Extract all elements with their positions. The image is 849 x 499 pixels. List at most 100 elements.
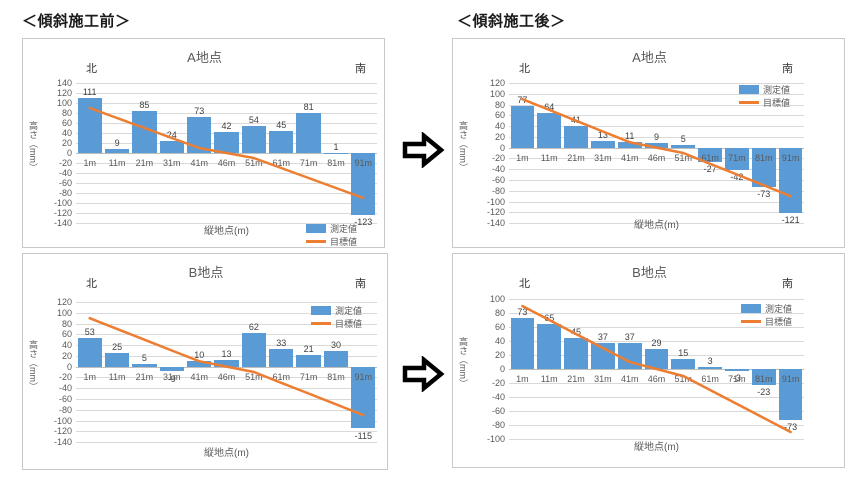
x-category-label: 31m	[163, 371, 181, 382]
section-header-after: ＜傾斜施工後＞	[457, 13, 566, 30]
bar	[591, 343, 615, 369]
south-label: 南	[355, 278, 366, 290]
gridline	[509, 83, 804, 84]
y-tick-label: 60	[61, 329, 72, 340]
y-tick-label: 120	[56, 297, 72, 307]
y-tick-label: 100	[56, 307, 72, 318]
bar	[187, 361, 212, 367]
gridline	[76, 388, 377, 390]
bar-value-label: 10	[194, 350, 205, 361]
gridline	[76, 213, 377, 214]
gridline	[76, 409, 377, 411]
bar-value-label: 65	[544, 312, 555, 323]
gridline	[76, 398, 377, 400]
x-category-label: 51m	[674, 374, 693, 384]
legend-measured-swatch	[306, 224, 326, 233]
bar	[510, 106, 535, 148]
bar-value-label: 81	[303, 101, 314, 112]
gridline	[76, 223, 377, 224]
x-category-label: 91m	[781, 152, 800, 163]
bar-value-label: 85	[139, 99, 150, 110]
y-tick-label: -40	[491, 392, 505, 402]
gridline	[76, 442, 377, 443]
gridline	[76, 113, 377, 114]
legend-target-swatch	[739, 101, 759, 104]
y-tick-label: -40	[58, 383, 72, 394]
y-tick-label: -20	[491, 153, 505, 164]
bar-value-label: 73	[194, 105, 205, 116]
x-category-label: 51m	[245, 158, 263, 168]
gridline	[509, 299, 804, 300]
bar-value-label: -73	[757, 188, 771, 199]
south-label: 南	[782, 278, 793, 290]
right-block-arrow-icon	[402, 355, 445, 397]
right-block-arrow-icon	[402, 131, 445, 173]
legend-measured-swatch	[739, 85, 759, 94]
gridline	[76, 93, 377, 94]
bar-value-label: 37	[597, 332, 608, 343]
legend-target-label: 目標値	[330, 237, 358, 247]
y-tick-label: 40	[494, 121, 505, 132]
bar-value-label: -123	[354, 216, 373, 227]
gridline	[509, 439, 804, 440]
y-tick-label: -120	[53, 426, 72, 437]
x-category-label: 1m	[516, 374, 529, 384]
y-tick-label: 60	[61, 118, 72, 128]
chart-title: A地点	[187, 50, 222, 65]
bar	[323, 350, 349, 367]
bar-value-label: 9	[114, 137, 120, 148]
bar	[537, 323, 562, 369]
legend-measured-label: 測定値	[335, 306, 363, 316]
x-category-label: 11m	[540, 152, 558, 163]
x-category-label: 41m	[190, 158, 208, 168]
legend-measured-item: 測定値	[306, 222, 357, 235]
bar-value-label: 77	[517, 95, 528, 106]
gridline	[509, 212, 804, 214]
bar-value-label: -121	[781, 214, 800, 225]
x-category-label: 61m	[272, 371, 290, 382]
chart-title: A地点	[632, 50, 667, 65]
bar	[159, 141, 184, 153]
legend-measured-label: 測定値	[330, 224, 358, 234]
x-category-label: 31m	[163, 158, 181, 168]
bar	[698, 366, 722, 369]
x-category-label: 1m	[516, 152, 529, 163]
legend: 測定値 目標値	[306, 222, 357, 248]
gridline	[76, 302, 377, 303]
y-tick-label: 120	[56, 88, 72, 98]
bar-value-label: 5	[680, 133, 686, 144]
y-tick-label: 20	[494, 350, 505, 360]
bar	[725, 369, 749, 372]
bar	[564, 125, 588, 148]
bar	[241, 333, 267, 367]
x-axis-title: 縦地点(m)	[204, 226, 249, 237]
legend-measured-item: 測定値	[311, 304, 362, 317]
bar-value-label: 9	[653, 131, 659, 142]
y-tick-label: 80	[494, 308, 505, 318]
y-tick-label: 40	[61, 340, 72, 351]
gridline	[509, 93, 804, 95]
bar	[77, 338, 102, 367]
bar-value-label: 41	[570, 114, 581, 125]
bar	[269, 130, 294, 153]
x-category-label: 46m	[217, 371, 236, 382]
legend-measured-label: 測定値	[765, 304, 793, 314]
chart-panel-a-before: A地点北南 140 120 100 80 60 40 20 0 -20 -40 -60 -80 -100-…	[22, 38, 385, 248]
bar-value-label: -115	[354, 430, 372, 441]
bar	[564, 337, 588, 369]
gridline	[76, 420, 377, 422]
y-tick-label: 100	[489, 294, 505, 304]
y-tick-label: -60	[491, 406, 505, 416]
x-category-label: 11m	[108, 371, 126, 382]
x-axis-title: 縦地点(m)	[634, 442, 679, 453]
south-label: 南	[355, 63, 366, 75]
bar-value-label: 45	[570, 326, 581, 337]
x-category-label: 91m	[781, 374, 800, 384]
north-label: 北	[86, 278, 97, 290]
y-axis-title: 高さ（mm）	[458, 121, 468, 172]
gridline	[76, 312, 377, 314]
bar-value-label: 30	[330, 339, 341, 350]
bar	[591, 140, 615, 148]
y-tick-label: 80	[61, 318, 72, 329]
